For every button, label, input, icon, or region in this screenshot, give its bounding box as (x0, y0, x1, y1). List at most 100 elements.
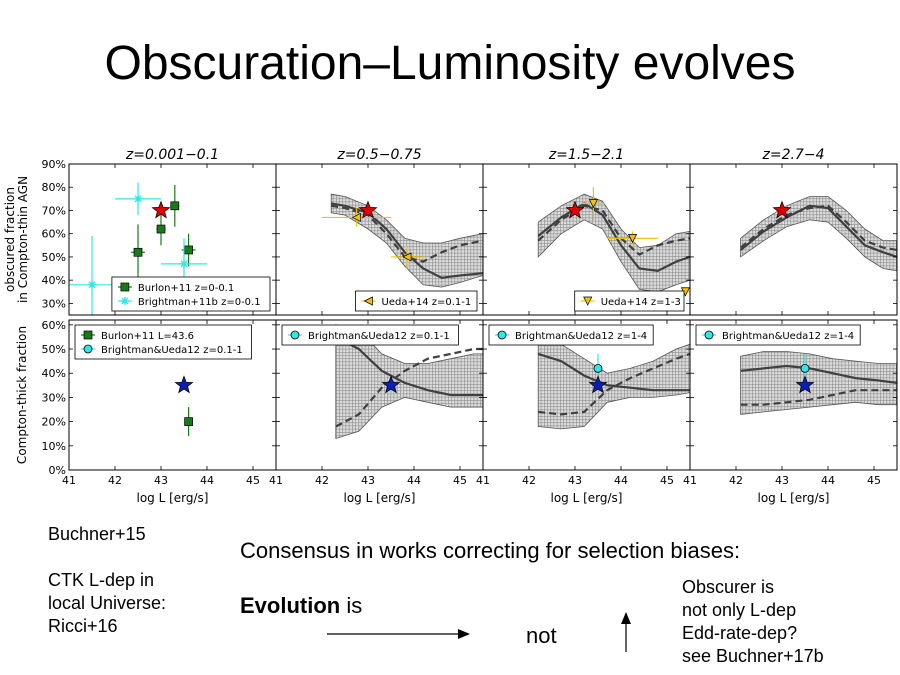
x-axis-label: log L [erg/s] (137, 491, 209, 505)
panel-plot-area (335, 324, 483, 440)
red-star-marker (151, 200, 171, 219)
legend-label: Ueda+14 z=1-3 (601, 297, 681, 308)
legend-marker (704, 330, 714, 340)
panel-1: 30% 40% 50% 60% 70% 80% 90% z=0.001−0.1 Burlon+1… (42, 147, 277, 316)
legend-marker (290, 330, 300, 340)
x-axis-label: log L [erg/s] (551, 491, 623, 505)
legend-marker (83, 330, 93, 340)
x-axis-label: log L [erg/s] (344, 491, 416, 505)
y-tick-label: 20% (42, 416, 66, 429)
legend-marker (83, 344, 93, 354)
x-tick-label: 41 (476, 474, 490, 487)
up-arrow-head (621, 612, 631, 624)
legend: Brightman&Ueda12 z=0.1-1 (281, 324, 459, 346)
chart-figure: 30% 40% 50% 60% 70% 80% 90% z=0.001−0.1 Burlon+1… (3, 147, 898, 505)
legend-label: Brightman&Ueda12 z=1-4 (722, 331, 854, 342)
x-tick-label: 41 (62, 474, 76, 487)
panel-plot-area (537, 336, 690, 430)
legend-label: Brightman&Ueda12 z=0.1-1 (101, 345, 243, 356)
legend-label: Brightman&Ueda12 z=0.1-1 (308, 331, 450, 342)
model-curve-solid (739, 204, 897, 258)
legend-box (695, 324, 861, 346)
legend: Ueda+14 z=1-3 (574, 290, 685, 312)
panel-plot-area (322, 193, 483, 301)
y-tick-label: 50% (42, 343, 66, 356)
model-curve-solid (740, 364, 897, 384)
panel-plot-area (174, 375, 194, 437)
data-point-square (184, 417, 193, 426)
panel-plot-area (537, 187, 690, 297)
data-point-star-stroke (88, 280, 96, 289)
y-tick-label: 30% (42, 297, 66, 310)
data-point-tri-left (402, 252, 412, 262)
panel-title: z=0.5−0.75 (336, 147, 421, 163)
legend: Ueda+14 z=0.1-1 (355, 290, 478, 312)
y-tick-label: 40% (42, 274, 66, 287)
data-point-circle (593, 363, 603, 373)
model-curve-solid (335, 335, 483, 397)
red-star-marker (772, 200, 792, 219)
x-tick-label: 45 (453, 474, 467, 487)
y-tick-label: 40% (42, 367, 66, 380)
evolution-text: Evolution is (240, 594, 362, 617)
legend-box (574, 290, 685, 312)
model-curve-dashed (538, 352, 690, 416)
legend: Brightman&Ueda12 z=1-4 (488, 324, 654, 346)
y-tick-label: 0% (49, 464, 66, 477)
data-point-circle (800, 363, 810, 373)
legend: Burlon+11 z=0-0.1 Brightman+11b z=0-0.1 (111, 276, 271, 312)
y-tick-label: 90% (42, 158, 66, 171)
y-tick-label: 70% (42, 204, 66, 217)
y-axis-label-line: Compton-thick fraction (15, 326, 29, 464)
x-tick-label: 43 (361, 474, 375, 487)
y-tick-label: 60% (42, 228, 66, 241)
not-text: not (526, 623, 557, 648)
legend-label: Burlon+11 z=0-0.1 (138, 283, 234, 294)
x-tick-label: 43 (154, 474, 168, 487)
reference-buchner15: Buchner+15 (48, 524, 146, 544)
data-point-star (134, 194, 142, 203)
blue-star-marker (588, 375, 608, 394)
right-arrow-head (458, 629, 470, 639)
slide-title: Obscuration–Luminosity evolves (104, 37, 796, 90)
data-point-tri-down (627, 233, 638, 244)
x-axis-label: log L [erg/s] (758, 491, 830, 505)
legend-box (488, 324, 654, 346)
y-axis-label-line: obscured fraction (3, 187, 17, 292)
y-tick-label: 80% (42, 181, 66, 194)
legend-marker (583, 296, 593, 306)
panel-frame (689, 319, 898, 471)
legend-marker (363, 296, 373, 306)
legend-box (355, 290, 478, 312)
x-tick-label: 44 (407, 474, 421, 487)
x-tick-label: 44 (200, 474, 214, 487)
x-tick-label: 41 (683, 474, 697, 487)
y-tick-label: 10% (42, 440, 66, 453)
evolution-is-word: is (340, 593, 363, 618)
uncertainty-band (335, 324, 483, 440)
data-point-tri-left (351, 212, 361, 222)
panel-2: z=0.5−0.75 Ueda+14 z=0.1-1 (275, 147, 484, 316)
legend-box (281, 324, 459, 346)
data-point-square (156, 224, 166, 234)
panel-5: 41 42 43 44 45 0% 10% 20% 30% 40% 50% 60% log L [erg… (42, 319, 277, 505)
x-tick-label: 42 (522, 474, 536, 487)
data-point-tri-down (588, 199, 598, 209)
legend-marker (120, 282, 130, 292)
legend-box (74, 324, 252, 360)
panel-7: 41 42 43 44 45 log L [erg/s] Brightman&Ueda12 … (476, 319, 691, 505)
panel-plot-area (69, 182, 207, 315)
panel-4: z=2.7−4 (689, 147, 898, 316)
data-point-star (180, 259, 188, 268)
y-tick-label: 30% (42, 391, 66, 404)
x-tick-label: 42 (108, 474, 122, 487)
legend-marker-stroke (120, 297, 129, 305)
x-tick-label: 41 (269, 474, 283, 487)
panel-title: z=2.7−4 (762, 147, 825, 163)
uncertainty-band (537, 193, 690, 293)
data-point-square (170, 201, 180, 211)
model-curve-dashed (739, 204, 897, 252)
legend: Burlon+11 L=43.6 Brightman&Ueda12 z=0.1-1 (74, 324, 252, 360)
x-tick-label: 45 (867, 474, 881, 487)
x-tick-label: 43 (568, 474, 582, 487)
